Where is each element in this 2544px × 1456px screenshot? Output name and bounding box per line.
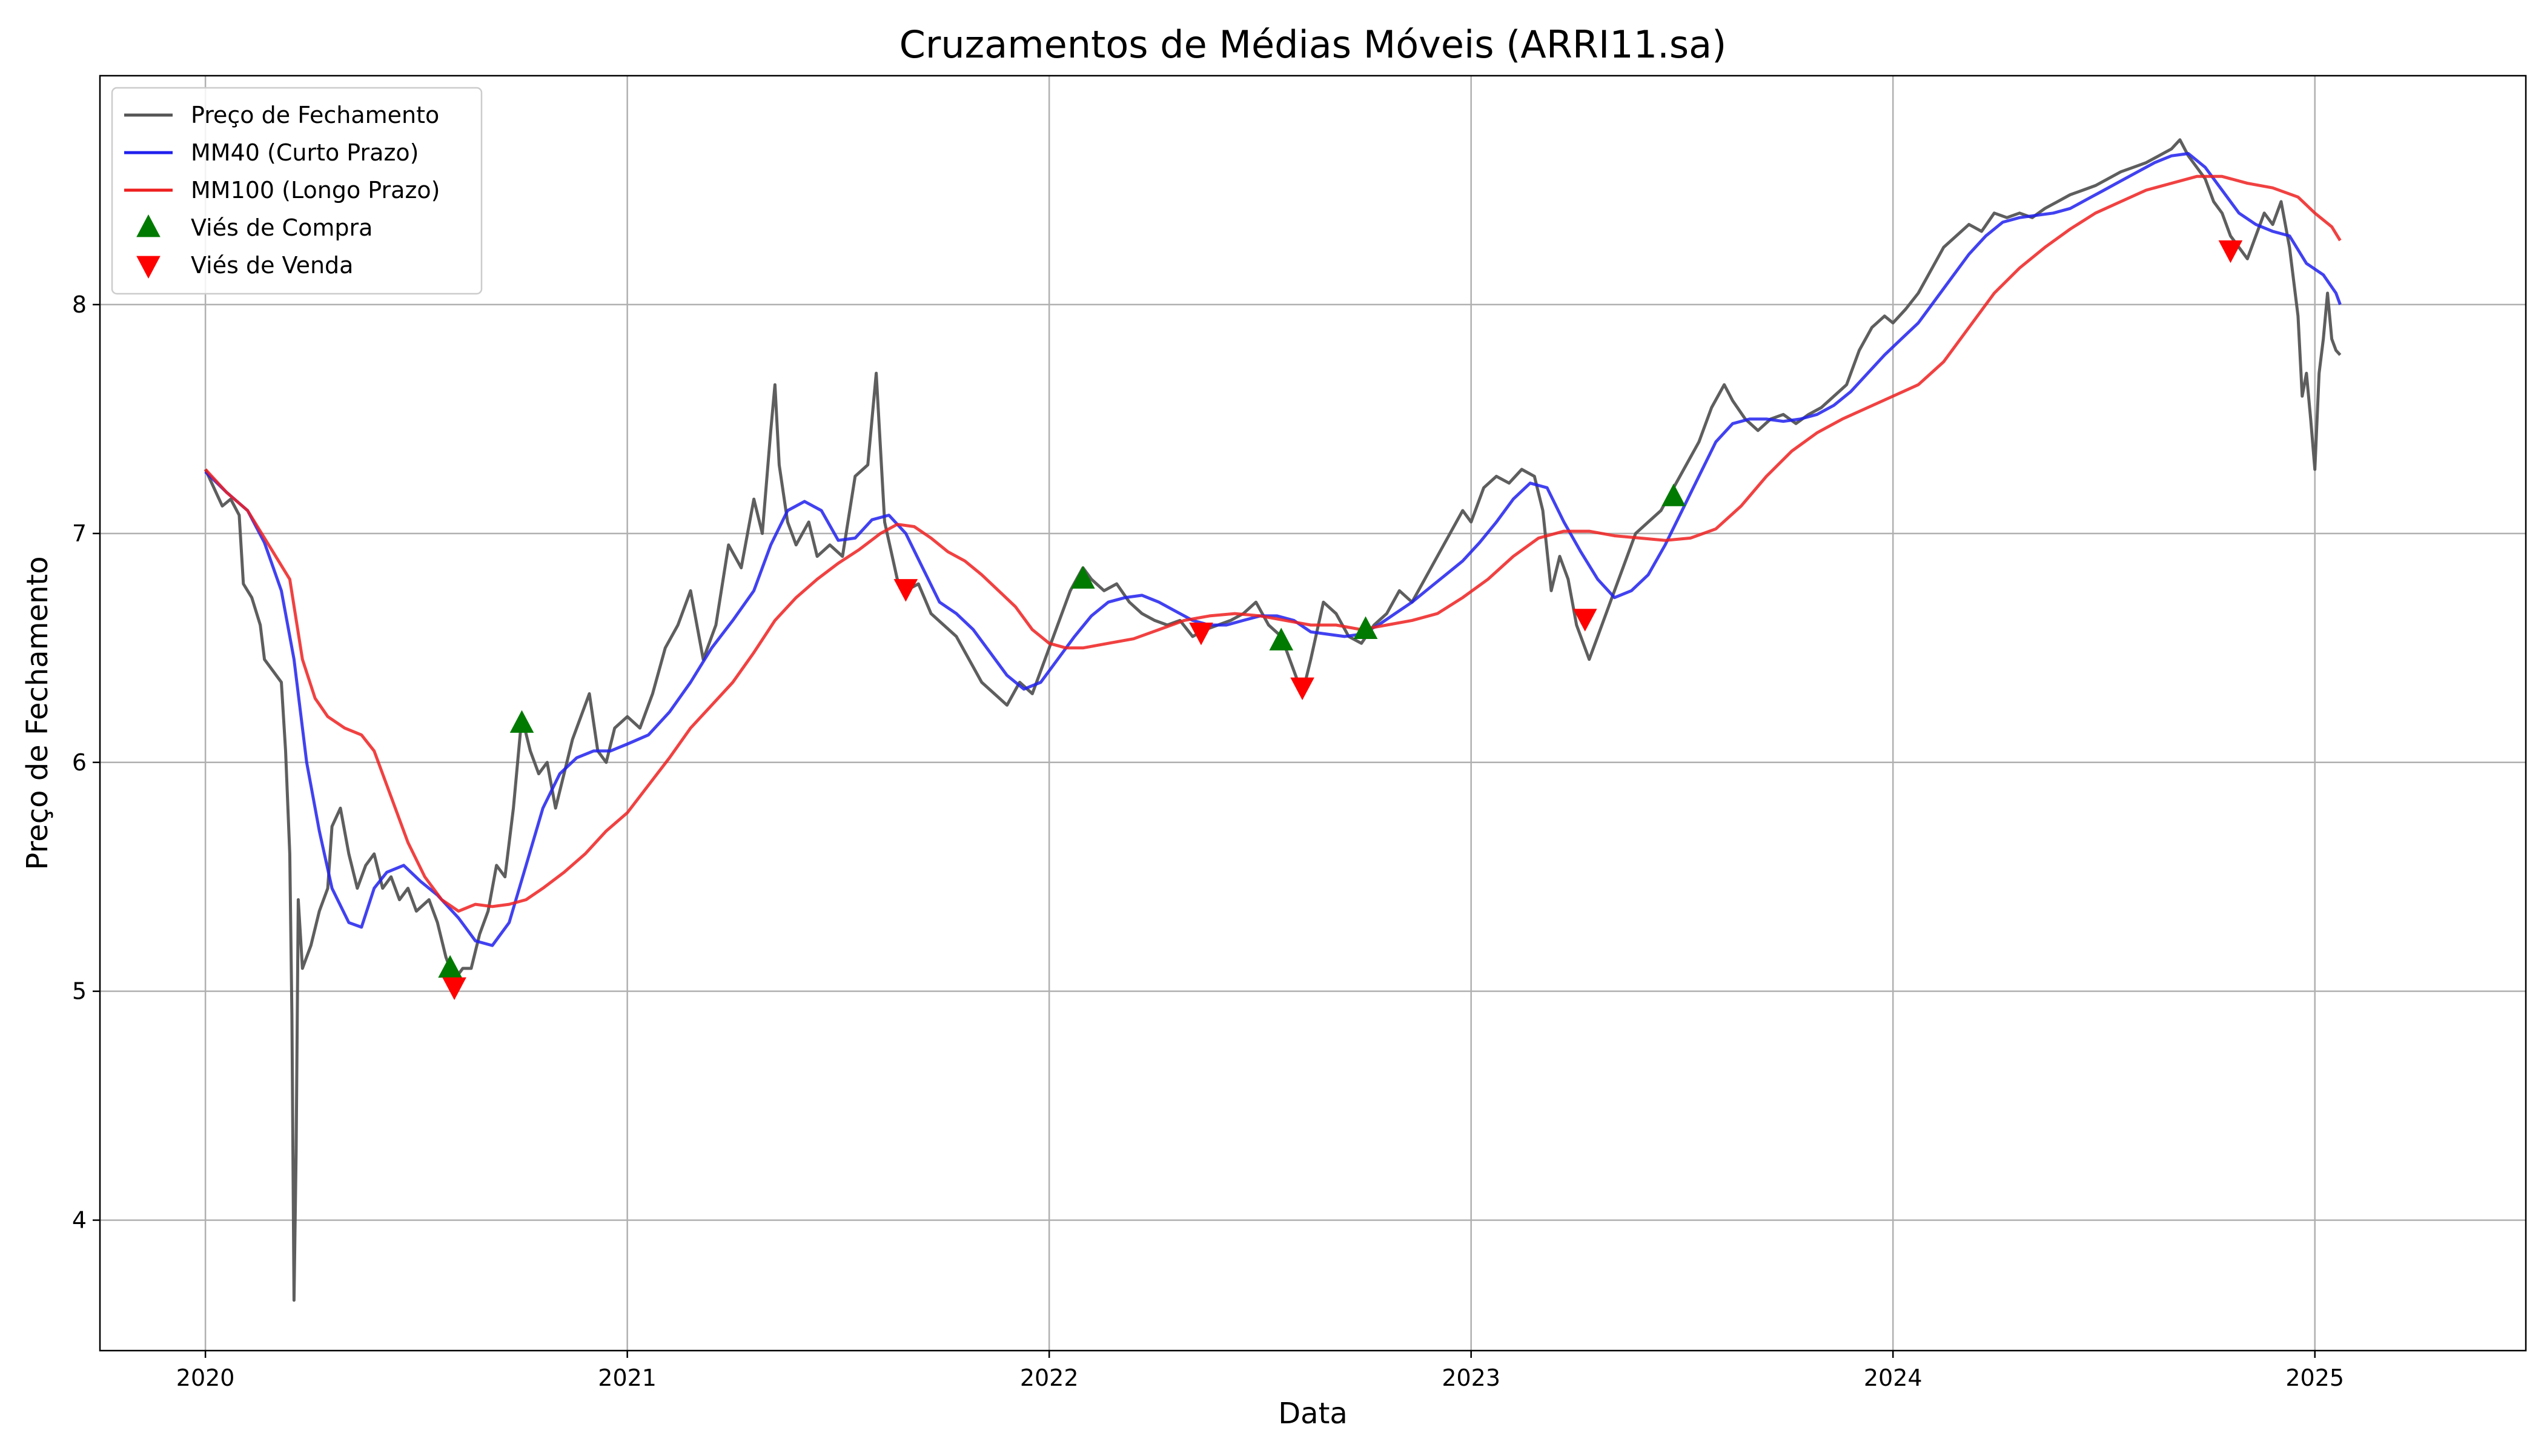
series-line-mm40-curto-prazo [204,152,2342,947]
x-tick-label: 2021 [598,1365,657,1391]
buy-signal-marker [438,955,462,978]
x-tick-label: 2024 [1864,1365,1923,1391]
legend-label-mm100-longo-prazo: MM100 (Longo Prazo) [191,177,440,204]
x-tick-label: 2022 [1020,1365,1079,1391]
sell-signal-marker [893,579,918,602]
buy-signal-marker [1071,566,1095,589]
sell-signal-marker [1189,622,1213,646]
x-tick-label: 2020 [176,1365,235,1391]
legend-label-vies-de-compra: Viés de Compra [191,214,373,241]
chart-title: Cruzamentos de Médias Móveis (ARRI11.sa) [899,22,1727,67]
legend-label-mm40-curto-prazo: MM40 (Curto Prazo) [191,139,419,166]
sell-signal-marker [1290,677,1314,701]
x-tick-label: 2025 [2285,1365,2344,1391]
y-axis-label: Preço de Fechamento [21,556,55,870]
y-tick-label: 8 [72,291,87,318]
legend-label-preco-de-fechamento: Preço de Fechamento [191,102,439,128]
x-axis-label: Data [1278,1397,1348,1431]
buy-signal-marker [1353,616,1378,639]
series-line-mm100-longo-prazo [204,174,2342,913]
y-tick-label: 6 [72,749,87,776]
y-tick-label: 4 [72,1207,87,1234]
buy-signal-marker [1269,627,1294,650]
x-tick-label: 2023 [1442,1365,1500,1391]
buy-signal-marker [509,710,534,733]
y-tick-label: 5 [72,978,87,1005]
plot-area-frame [99,74,2527,1352]
sell-signal-marker [442,977,466,1001]
y-tick-label: 7 [72,520,87,547]
sell-signal-marker [2218,240,2243,263]
legend-swatch-vies-de-venda [136,256,161,279]
legend-swatch-vies-de-compra [136,214,161,237]
legend-label-vies-de-venda: Viés de Venda [191,252,353,279]
sell-signal-marker [1572,609,1597,632]
legend-box [111,87,483,295]
legend: Preço de Fechamento MM40 (Curto Prazo) MM1… [111,87,483,295]
buy-signal-marker [1661,483,1686,506]
